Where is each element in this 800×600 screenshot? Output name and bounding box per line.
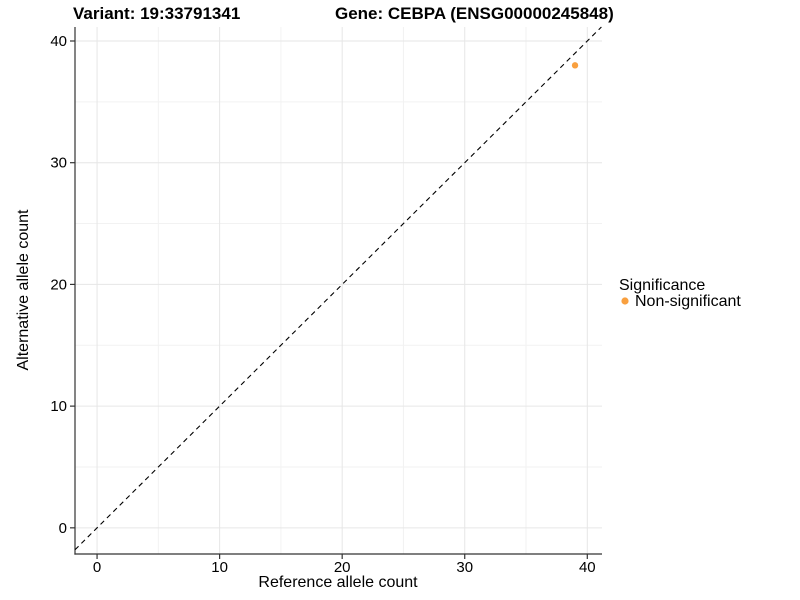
plot-title-variant: Variant: 19:33791341 xyxy=(73,4,240,23)
x-tick-label: 30 xyxy=(456,559,473,576)
y-tick-label: 40 xyxy=(50,33,67,50)
x-tick-label: 0 xyxy=(93,559,101,576)
plot-title-gene: Gene: CEBPA (ENSG00000245848) xyxy=(335,4,614,23)
legend-title: Significance xyxy=(619,277,705,294)
y-tick-label: 20 xyxy=(50,276,67,293)
legend-item-label: Non-significant xyxy=(635,293,741,310)
x-tick-label: 20 xyxy=(334,559,351,576)
marks-layer xyxy=(74,26,602,551)
legend-marker-dot xyxy=(621,297,629,305)
y-tick-label: 30 xyxy=(50,155,67,172)
identity-line xyxy=(74,26,602,551)
axis-layer: 0 10 20 30 40 0 10 20 30 40 xyxy=(50,27,602,576)
x-tick-label: 10 xyxy=(211,559,228,576)
y-tick-label: 0 xyxy=(59,520,67,537)
data-point xyxy=(571,62,579,69)
y-axis-title: Alternative allele count xyxy=(15,209,32,371)
grid-layer xyxy=(75,27,602,554)
y-tick-label: 10 xyxy=(50,398,67,415)
legend: Significance Non-significant xyxy=(619,277,741,310)
x-tick-label: 40 xyxy=(579,559,596,576)
x-axis-title: Reference allele count xyxy=(258,574,418,591)
